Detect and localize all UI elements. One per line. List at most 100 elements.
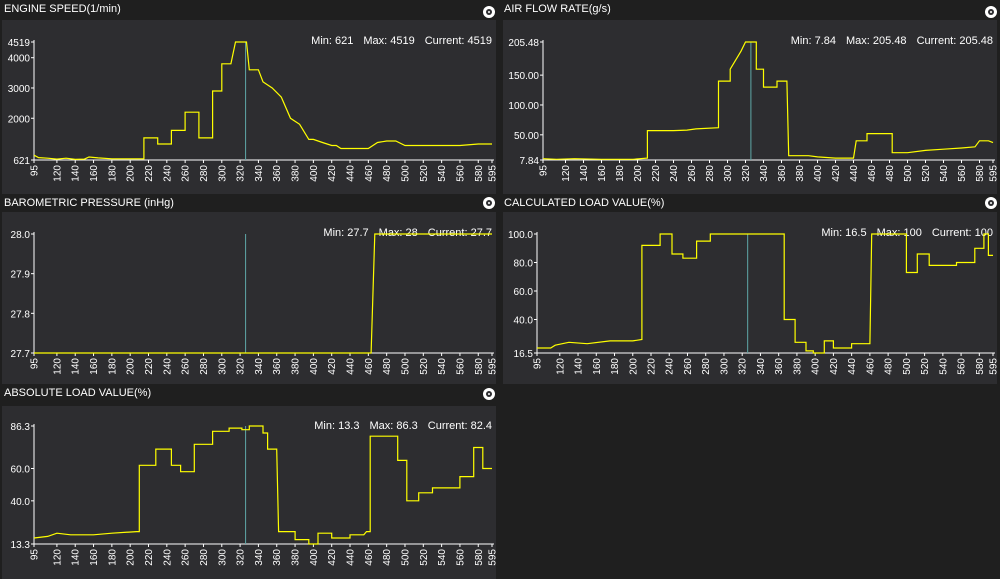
y-tick-label: 7.84 [520, 156, 540, 167]
x-tick-label: 380 [291, 549, 302, 566]
chart-stats: Min: 621 Max: 4519 Current: 4519 [283, 23, 492, 59]
x-tick-label: 380 [792, 358, 803, 375]
x-tick-label: 320 [236, 358, 247, 375]
min-value: Min: 13.3 [314, 420, 360, 432]
radio-menu-icon[interactable] [483, 197, 495, 209]
y-tick-label: 86.3 [11, 422, 31, 433]
y-tick-label: 27.8 [11, 309, 31, 320]
x-tick-label: 520 [419, 165, 430, 182]
x-tick-label: 360 [774, 358, 785, 375]
x-tick-label: 240 [162, 165, 173, 182]
x-tick-label: 360 [272, 165, 283, 182]
y-tick-label: 27.7 [11, 349, 31, 360]
panel-title: BAROMETRIC PRESSURE (inHg) [4, 197, 174, 209]
x-tick-label: 580 [474, 549, 485, 566]
x-tick-label: 595 [488, 358, 499, 375]
y-tick-label: 16.5 [514, 349, 534, 360]
x-tick-label: 240 [162, 358, 173, 375]
absolute-load-chart: 86.3 60.0 40.0 13.395 120 140 160 180 200 220 240 2… [11, 422, 499, 566]
x-tick-label: 520 [920, 358, 931, 375]
x-tick-label: 540 [437, 165, 448, 182]
x-tick-label: 420 [327, 165, 338, 182]
y-tick-label: 100.00 [508, 101, 539, 112]
x-tick-label: 300 [217, 165, 228, 182]
x-tick-label: 480 [382, 549, 393, 566]
x-tick-label: 220 [144, 549, 155, 566]
x-tick-label: 595 [989, 358, 1000, 375]
min-value: Min: 7.84 [790, 35, 837, 47]
x-tick-label: 340 [759, 165, 770, 182]
air-flow-rate-panel: AIR FLOW RATE(g/s) Min: 7.84 Max: 205.48 C… [500, 0, 1000, 194]
x-tick-label: 140 [71, 358, 82, 375]
x-tick-label: 320 [738, 358, 749, 375]
y-tick-label: 40.0 [11, 497, 31, 508]
x-tick-label: 240 [669, 165, 680, 182]
current-value: Current: 205.48 [916, 35, 993, 47]
x-tick-label: 595 [989, 165, 1000, 182]
radio-menu-icon[interactable] [483, 388, 495, 400]
x-tick-label: 460 [865, 358, 876, 375]
max-value: Max: 205.48 [846, 35, 907, 47]
y-tick-label: 50.00 [514, 131, 539, 142]
x-tick-label: 200 [126, 358, 137, 375]
x-tick-label: 595 [488, 549, 499, 566]
x-tick-label: 220 [651, 165, 662, 182]
x-tick-label: 380 [291, 165, 302, 182]
radio-menu-icon[interactable] [985, 197, 997, 209]
x-tick-label: 595 [488, 165, 499, 182]
y-tick-label: 80.0 [514, 259, 534, 270]
x-tick-label: 260 [683, 358, 694, 375]
x-tick-label: 140 [574, 358, 585, 375]
calculated-load-panel: CALCULATED LOAD VALUE(%) Min: 16.5 Max: 1… [500, 194, 1000, 384]
radio-menu-icon[interactable] [483, 6, 495, 18]
x-tick-label: 440 [346, 165, 357, 182]
x-tick-label: 320 [741, 165, 752, 182]
x-tick-label: 420 [327, 549, 338, 566]
x-tick-label: 95 [30, 165, 41, 177]
x-tick-label: 280 [199, 358, 210, 375]
y-tick-label: 3000 [8, 84, 31, 95]
x-tick-label: 360 [272, 358, 283, 375]
x-tick-label: 300 [723, 165, 734, 182]
x-tick-label: 220 [647, 358, 658, 375]
x-tick-label: 300 [719, 358, 730, 375]
y-tick-label: 100.0 [508, 230, 533, 241]
x-tick-label: 440 [346, 358, 357, 375]
chart-area: Min: 621 Max: 4519 Current: 4519 4519 4000 3… [2, 20, 499, 194]
panel-title: ABSOLUTE LOAD VALUE(%) [4, 387, 152, 399]
chart-area: Min: 13.3 Max: 86.3 Current: 82.4 86.3 60.0… [2, 406, 499, 579]
x-tick-label: 280 [199, 549, 210, 566]
x-tick-label: 540 [939, 165, 950, 182]
y-tick-label: 28.0 [11, 230, 31, 241]
x-tick-label: 120 [52, 165, 63, 182]
y-tick-label: 4000 [8, 54, 31, 65]
x-tick-label: 400 [309, 549, 320, 566]
x-tick-label: 540 [938, 358, 949, 375]
x-tick-label: 160 [597, 165, 608, 182]
x-tick-label: 420 [831, 165, 842, 182]
x-tick-label: 520 [419, 549, 430, 566]
max-value: Max: 86.3 [369, 420, 418, 432]
current-value: Current: 82.4 [427, 420, 492, 432]
x-tick-label: 400 [813, 165, 824, 182]
chart-stats: Min: 27.7 Max: 28 Current: 27.7 [295, 215, 492, 251]
x-tick-label: 420 [829, 358, 840, 375]
panel-title: AIR FLOW RATE(g/s) [504, 3, 611, 15]
barometric-pressure-chart: 28.0 27.9 27.8 27.795 120 140 160 180 200 220 240 2… [11, 230, 499, 375]
x-tick-label: 580 [975, 165, 986, 182]
x-tick-label: 580 [975, 358, 986, 375]
x-tick-label: 160 [89, 358, 100, 375]
x-tick-label: 180 [610, 358, 621, 375]
x-tick-label: 520 [419, 358, 430, 375]
x-tick-label: 380 [291, 358, 302, 375]
calculated-load-chart: 100.0 80.0 60.0 40.0 16.595 120 140 160 180 200 22… [508, 230, 1000, 375]
x-tick-label: 120 [52, 549, 63, 566]
x-tick-label: 260 [687, 165, 698, 182]
x-tick-label: 140 [579, 165, 590, 182]
chart-area: Min: 16.5 Max: 100 Current: 100 100.0 80.0 6… [503, 212, 1000, 384]
series-line [537, 233, 993, 354]
x-tick-label: 560 [957, 358, 968, 375]
radio-menu-icon[interactable] [985, 6, 997, 18]
y-tick-label: 4519 [8, 38, 31, 49]
